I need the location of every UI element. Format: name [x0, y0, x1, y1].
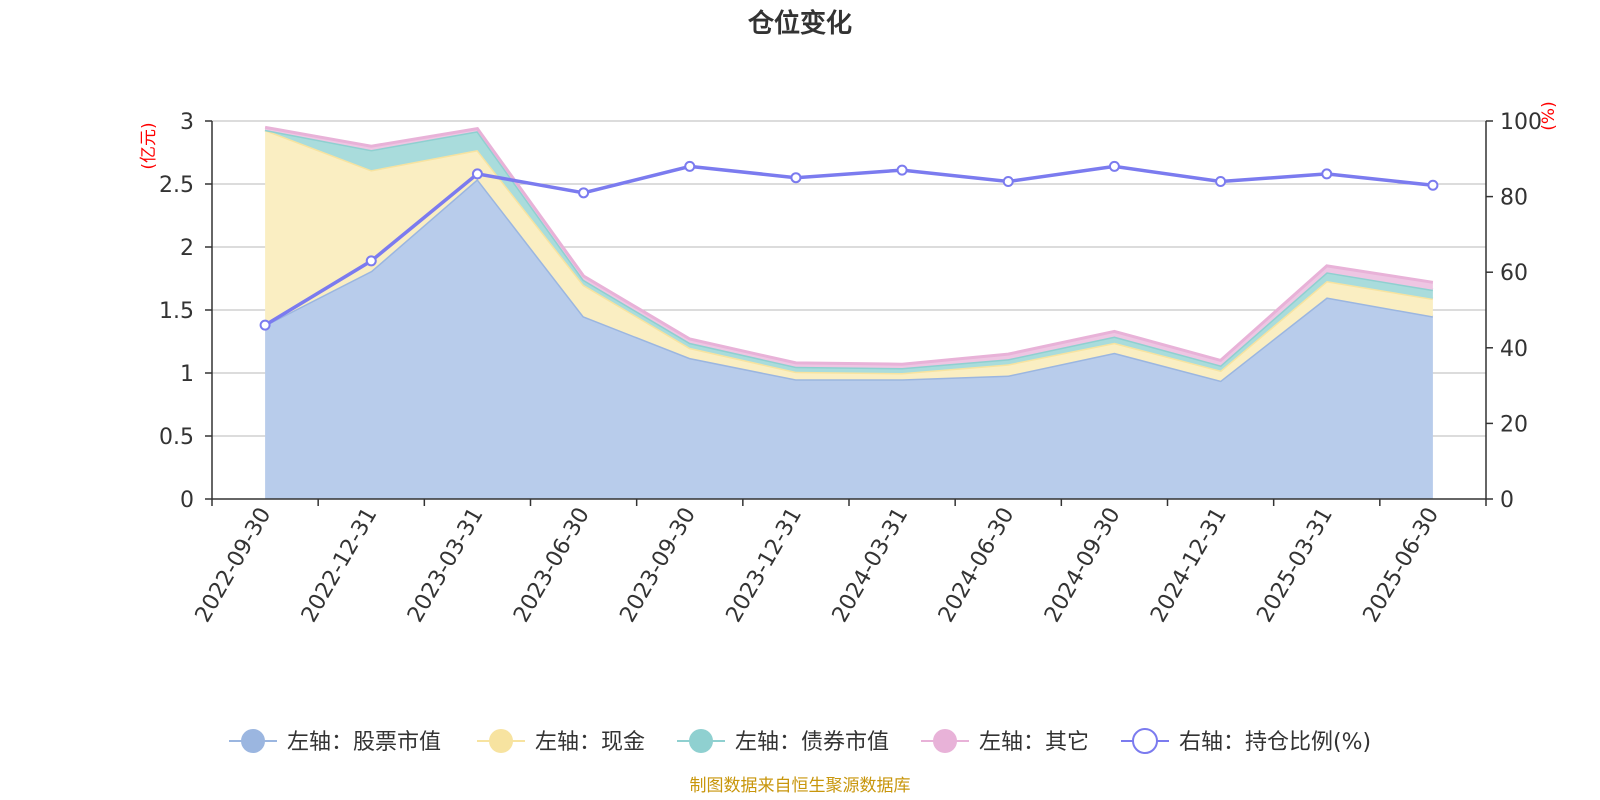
left-axis-tick-label: 3	[180, 110, 194, 135]
legend-circle-icon	[489, 729, 513, 753]
chart-title: 仓位变化	[747, 8, 852, 39]
ratio-point[interactable]	[1427, 179, 1439, 191]
x-axis-tick-label: 2023-03-31	[403, 503, 489, 626]
legend-label: 左轴：股票市值	[287, 730, 441, 755]
right-axis-tick-label: 40	[1500, 337, 1528, 362]
legend-label: 右轴：持仓比例(%)	[1179, 730, 1371, 755]
x-axis-tick-label: 2023-06-30	[509, 504, 595, 627]
right-axis-tick-label: 60	[1500, 261, 1528, 286]
legend-item[interactable]: 右轴：持仓比例(%)	[1121, 728, 1371, 755]
legend-item[interactable]: 左轴：现金	[477, 729, 645, 755]
area-fill	[265, 129, 1433, 373]
left-axis-tick-label: 0.5	[159, 425, 194, 450]
area-fill	[265, 179, 1433, 499]
x-axis-tick-label: 2024-06-30	[934, 504, 1020, 627]
x-axis-tick-label: 2024-03-31	[828, 503, 914, 626]
left-axis-tick-label: 0	[180, 488, 194, 513]
source-note: 制图数据来自恒生聚源数据库	[690, 776, 911, 796]
legend-item[interactable]: 左轴：其它	[921, 729, 1089, 755]
right-axis-unit-label: (%)	[1539, 101, 1559, 130]
ratio-point[interactable]	[1215, 175, 1227, 187]
legend-label: 左轴：现金	[535, 730, 645, 755]
x-axis-tick-label: 2025-03-31	[1252, 504, 1338, 627]
area-edge-line	[264, 125, 1434, 366]
x-axis-tick-label: 2022-12-31	[297, 504, 383, 627]
right-axis-tick-label: 20	[1500, 412, 1528, 437]
ratio-line-path	[264, 164, 1434, 327]
legend: 左轴：股票市值 左轴：现金 左轴：债券市值 左轴：其它 右轴：持仓比例(%)	[229, 728, 1371, 755]
ratio-line	[259, 160, 1439, 331]
ratio-point[interactable]	[790, 172, 802, 184]
legend-circle-icon	[689, 729, 713, 753]
right-axis-tick-label: 80	[1500, 186, 1528, 211]
legend-item[interactable]: 左轴：股票市值	[229, 729, 441, 755]
ratio-point[interactable]	[684, 160, 696, 172]
ratio-point[interactable]	[365, 255, 377, 267]
x-axis-tick-label: 2024-09-30	[1040, 504, 1126, 627]
ratio-point[interactable]	[578, 187, 590, 199]
x-axis-tick-label: 2025-06-30	[1359, 504, 1445, 627]
legend-label: 左轴：其它	[979, 730, 1089, 755]
ratio-point[interactable]	[896, 164, 908, 176]
x-axis-tick-label: 2023-09-30	[615, 504, 701, 627]
ratio-point[interactable]	[471, 168, 483, 180]
legend-circle-icon	[933, 729, 957, 753]
ratio-point[interactable]	[1108, 160, 1120, 172]
stacked-areas	[264, 125, 1434, 499]
x-axis-tick-label: 2023-12-31	[722, 504, 808, 627]
ratio-point[interactable]	[1321, 168, 1333, 180]
left-axis-tick-label: 1.5	[159, 299, 194, 324]
left-axis-unit-label: (亿元)	[139, 122, 159, 169]
ratio-point[interactable]	[259, 319, 271, 331]
left-axis-tick-label: 1	[180, 362, 194, 387]
ratio-point[interactable]	[1002, 175, 1014, 187]
legend-item[interactable]: 左轴：债券市值	[677, 729, 889, 755]
right-axis-tick-label: 0	[1500, 488, 1514, 513]
right-axis-tick-label: 100	[1500, 110, 1542, 135]
x-axis-tick-label: 2024-12-31	[1146, 504, 1232, 627]
legend-circle-icon	[241, 729, 265, 753]
x-axis-tick-label: 2022-09-30	[191, 504, 277, 627]
left-axis-tick-label: 2	[180, 236, 194, 261]
left-axis-tick-label: 2.5	[159, 173, 194, 198]
legend-label: 左轴：债券市值	[735, 730, 889, 755]
legend-hollow-circle-icon	[1132, 728, 1158, 754]
